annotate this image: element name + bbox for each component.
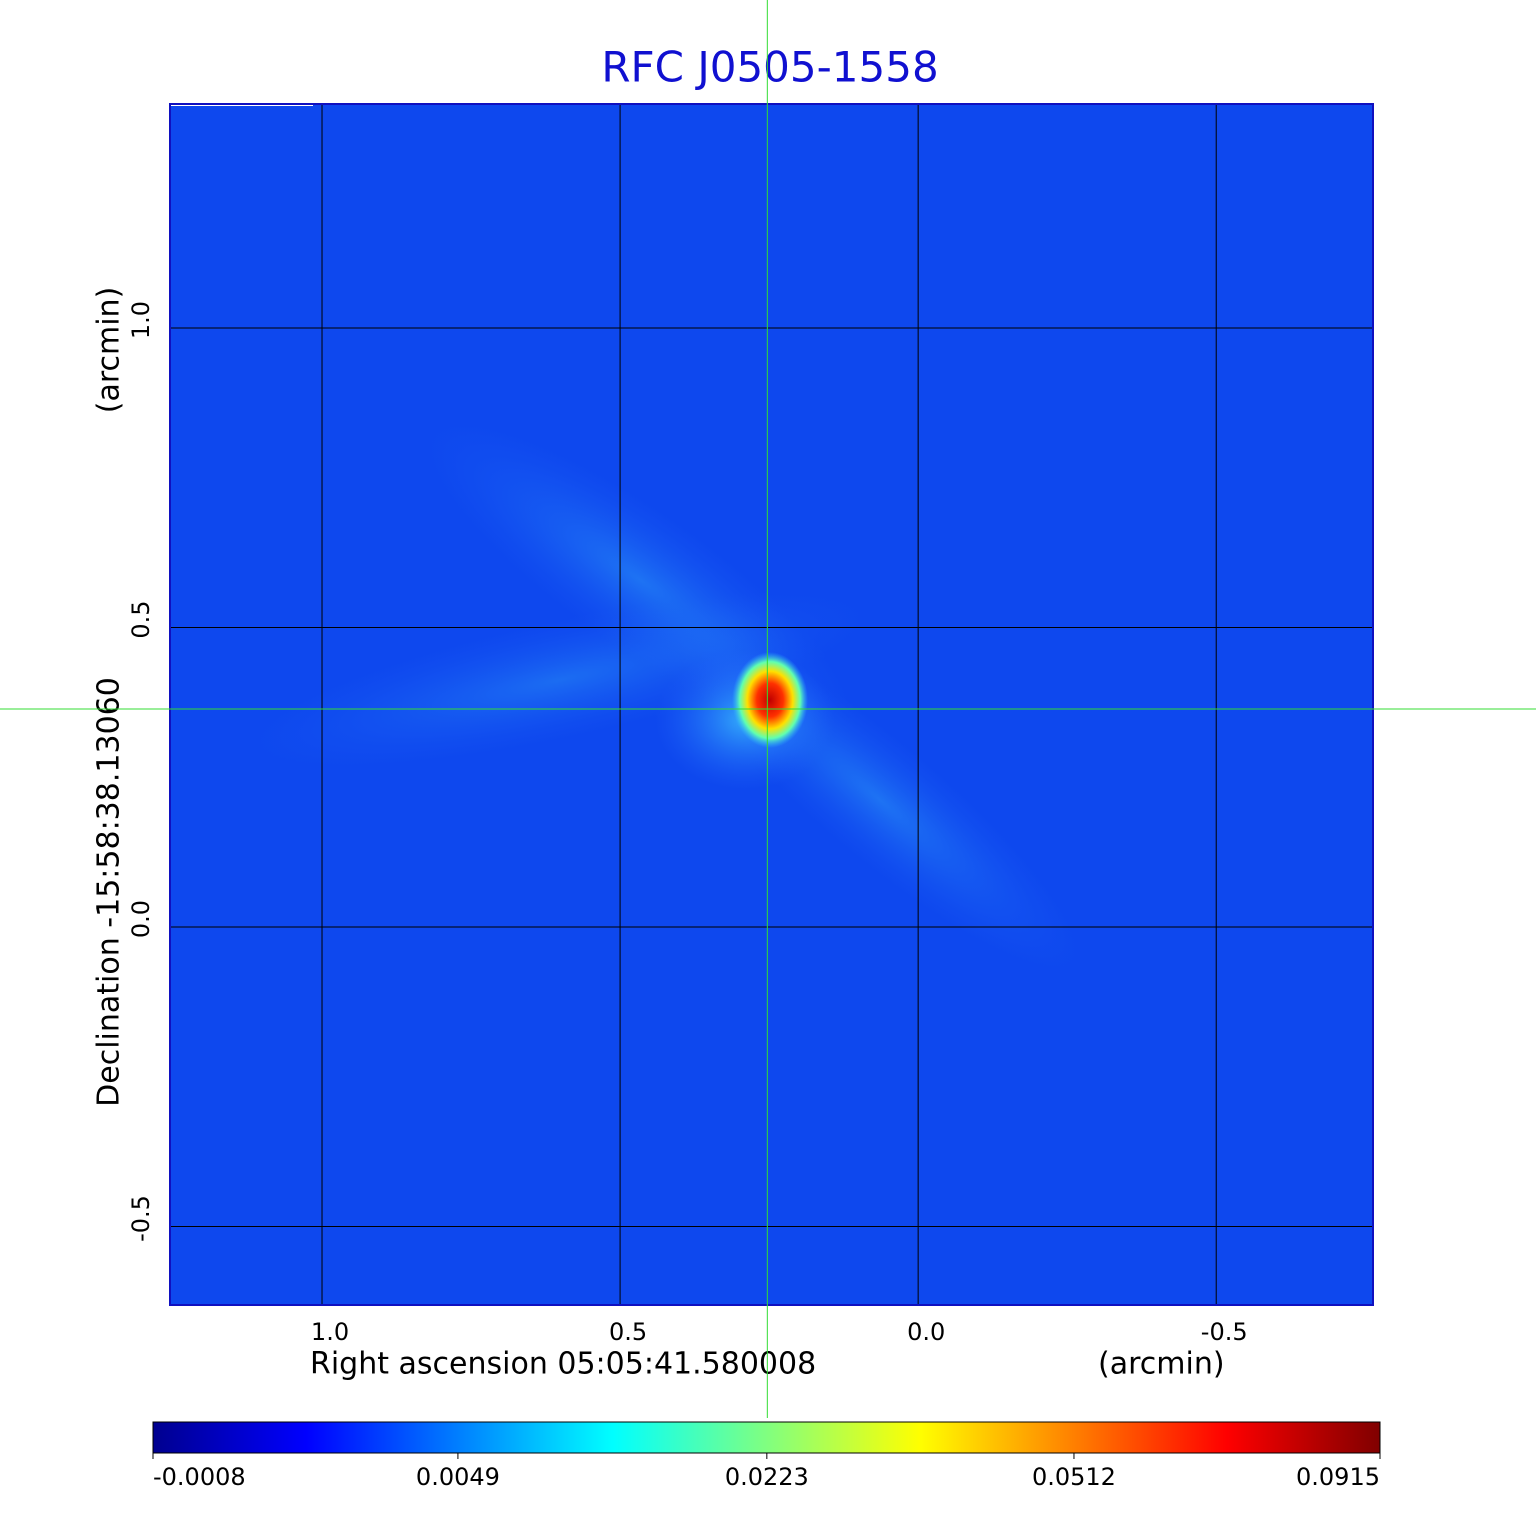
x-tick-label: 0.5 <box>609 1318 647 1346</box>
image <box>170 104 1373 1305</box>
x-tick-label: 0.0 <box>907 1318 945 1346</box>
colorbar-tick-label: 0.0049 <box>416 1463 500 1491</box>
x-axis-label: Right ascension 05:05:41.580008 <box>310 1347 816 1382</box>
y-tick-label: -0.5 <box>127 1195 155 1242</box>
x-tick-label: -0.5 <box>1201 1318 1248 1346</box>
colorbar <box>152 1421 1381 1454</box>
source <box>732 652 808 748</box>
y-axis-unit: (arcmin) <box>92 287 127 414</box>
y-tick-label: 1.0 <box>127 301 155 339</box>
plot-frame <box>169 103 1374 1306</box>
colorbar-tick-label: 0.0223 <box>725 1463 809 1491</box>
y-tick-label: 0.0 <box>127 900 155 938</box>
chart-title: RFC J0505-1558 <box>601 43 938 92</box>
colorbar-tick-label: 0.0915 <box>1296 1463 1380 1491</box>
y-axis-label: Declination -15:58:38.13060 <box>92 677 127 1107</box>
colorbar-tick-label: -0.0008 <box>153 1463 246 1491</box>
streak <box>246 591 874 769</box>
x-axis-unit: (arcmin) <box>1098 1347 1225 1382</box>
x-tick-label: 1.0 <box>311 1318 349 1346</box>
y-tick-label: 0.5 <box>127 600 155 638</box>
colorbar-tick-label: 0.0512 <box>1032 1463 1116 1491</box>
